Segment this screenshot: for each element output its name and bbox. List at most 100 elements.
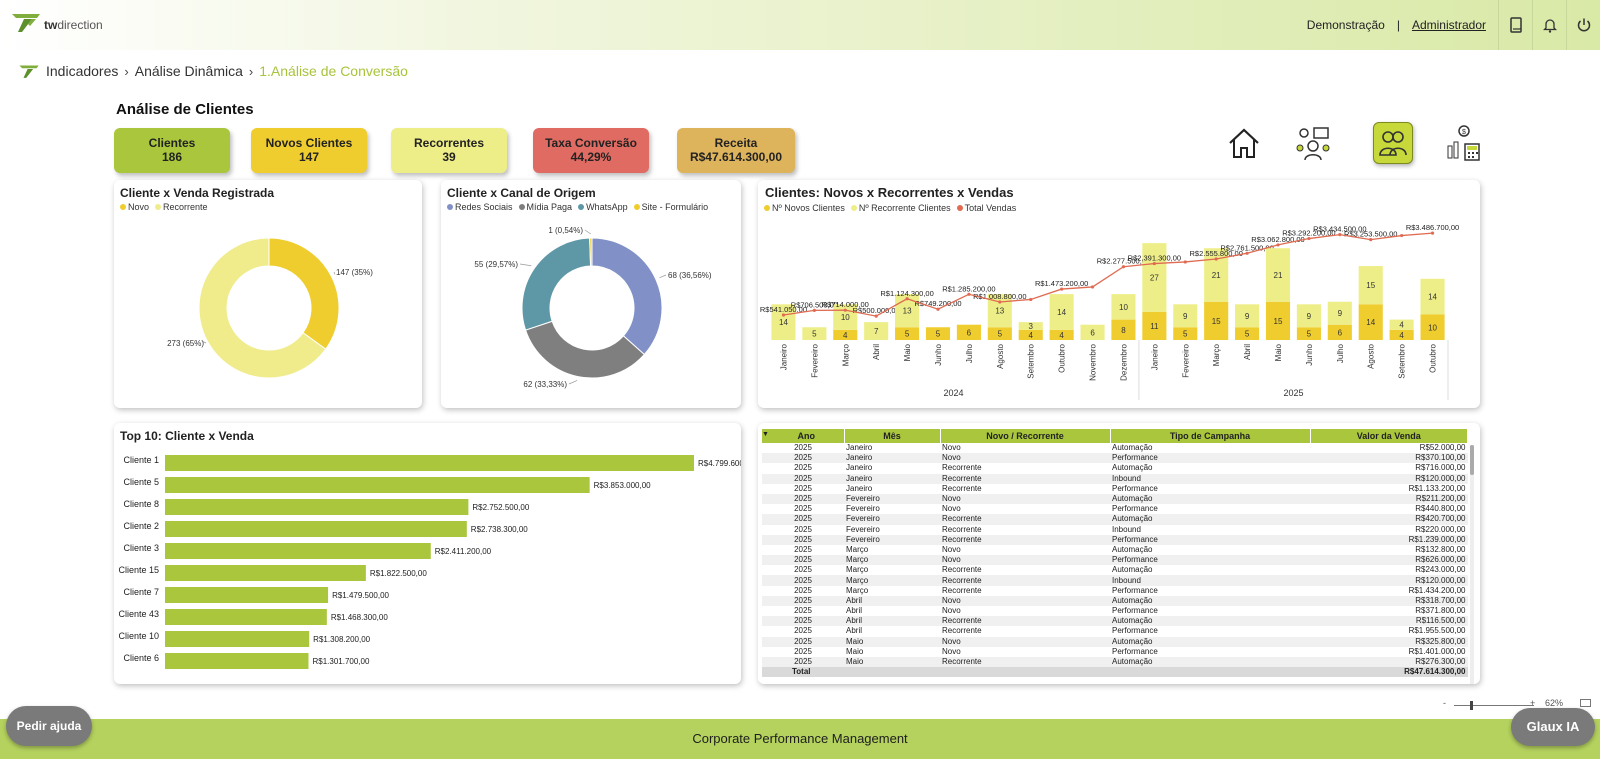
bar-novos[interactable]: [1358, 304, 1383, 340]
bar-novos[interactable]: [1111, 319, 1136, 340]
table-header-ano[interactable]: ▼ Ano: [762, 429, 845, 443]
sales-point[interactable]: [1214, 257, 1218, 261]
bar[interactable]: [165, 499, 469, 515]
bar-novos[interactable]: [987, 327, 1012, 340]
bar-recorrentes[interactable]: [1235, 304, 1260, 328]
bar[interactable]: [165, 587, 329, 603]
table-row[interactable]: 2025 Fevereiro Novo Performance R$440.800,00: [762, 504, 1468, 514]
zoom-in-button[interactable]: +: [1530, 698, 1536, 708]
table-row[interactable]: 2025 Maio Recorrente Automação R$276.300,00: [762, 656, 1468, 668]
glaux-ia-button[interactable]: Glaux IA: [1511, 708, 1595, 746]
kpi-clientes[interactable]: Clientes 186: [114, 128, 230, 173]
bar-recorrentes[interactable]: [1018, 322, 1043, 330]
table-row[interactable]: 2025 Fevereiro Recorrente Performance R$1.23…: [762, 534, 1468, 545]
sales-point[interactable]: [1338, 232, 1342, 237]
table-row[interactable]: 2025 Abril Recorrente Performance R$1.955.50…: [762, 626, 1468, 636]
people-network-icon[interactable]: [1293, 122, 1333, 164]
sales-point[interactable]: [1060, 287, 1064, 291]
sales-point[interactable]: [1276, 243, 1280, 247]
bar-novos[interactable]: [1327, 324, 1352, 340]
power-icon[interactable]: [1566, 0, 1600, 50]
table-header-tipo-campanha[interactable]: Tipo de Campanha: [1110, 429, 1311, 443]
sales-point[interactable]: [1090, 285, 1095, 289]
table-row[interactable]: 2025 Janeiro Novo Performance R$370.100,00: [762, 453, 1468, 464]
bar-novos[interactable]: [1173, 327, 1198, 340]
bell-icon[interactable]: [1532, 0, 1566, 50]
clients-icon[interactable]: [1373, 122, 1413, 164]
bar-recorrentes[interactable]: [1265, 248, 1291, 302]
donut-slice[interactable]: [198, 237, 327, 379]
table-row[interactable]: 2025 Fevereiro Recorrente Automação R$420.70…: [762, 514, 1468, 525]
breadcrumb-item-indicadores[interactable]: Indicadores: [46, 63, 119, 79]
table-row[interactable]: 2025 Março Recorrente Inbound R$120.000,00: [762, 575, 1468, 586]
bar[interactable]: [165, 543, 431, 559]
bar[interactable]: [165, 653, 309, 669]
bar-recorrentes[interactable]: [1420, 278, 1445, 315]
table-row[interactable]: 2025 Maio Novo Automação R$325.800,00: [762, 636, 1468, 647]
bar-recorrentes[interactable]: [1111, 294, 1136, 320]
bar-recorrentes[interactable]: [1142, 243, 1167, 312]
fit-page-icon[interactable]: [1580, 699, 1591, 707]
bar-recorrentes[interactable]: [1358, 266, 1383, 305]
bar-novos[interactable]: [956, 324, 981, 340]
sales-point[interactable]: [1029, 297, 1033, 302]
table-row[interactable]: 2025 Maio Novo Performance R$1.401.000,00: [762, 647, 1468, 657]
bar-novos[interactable]: [1142, 311, 1167, 340]
sales-point[interactable]: [998, 300, 1002, 304]
bar-recorrentes[interactable]: [1080, 324, 1105, 340]
breadcrumb-item-analise-dinamica[interactable]: Análise Dinâmica: [134, 63, 243, 79]
table-row[interactable]: 2025 Abril Recorrente Automação R$116.500,00: [762, 616, 1468, 627]
donut-slice[interactable]: [589, 237, 593, 267]
bar-novos[interactable]: [1265, 301, 1291, 340]
bar-novos[interactable]: [1018, 329, 1043, 340]
donut-slice[interactable]: [521, 237, 592, 331]
bar-novos[interactable]: [1296, 327, 1321, 340]
table-header-valor[interactable]: Valor da Venda: [1310, 429, 1468, 443]
bar[interactable]: [165, 631, 310, 647]
sales-point[interactable]: [1430, 231, 1435, 235]
bar-recorrentes[interactable]: [864, 322, 889, 340]
bar-recorrentes[interactable]: [802, 327, 827, 340]
sales-point[interactable]: [967, 292, 971, 296]
table-row[interactable]: 2025 Fevereiro Recorrente Inbound R$220.000,…: [762, 525, 1468, 535]
table-scrollbar[interactable]: [1470, 445, 1474, 684]
table-header-novo-recorrente[interactable]: Novo / Recorrente: [940, 429, 1111, 443]
kpi-novos-clientes[interactable]: Novos Clientes 147: [251, 128, 367, 173]
sales-point[interactable]: [843, 308, 847, 312]
book-icon[interactable]: [1498, 0, 1532, 50]
zoom-out-button[interactable]: -: [1443, 698, 1446, 708]
sales-point[interactable]: [1400, 233, 1404, 238]
bar-recorrentes[interactable]: [1296, 304, 1321, 328]
kpi-taxa-conversao[interactable]: Taxa Conversão 44,29%: [533, 128, 649, 173]
sales-point[interactable]: [1121, 265, 1126, 269]
bar-novos[interactable]: [895, 327, 920, 340]
sales-point[interactable]: [812, 308, 816, 312]
bar-novos[interactable]: [833, 329, 858, 340]
bar-novos[interactable]: [1235, 327, 1260, 340]
bar-recorrentes[interactable]: [771, 304, 796, 340]
bar[interactable]: [165, 521, 467, 537]
sales-point[interactable]: [1245, 251, 1249, 255]
bar[interactable]: [165, 565, 366, 581]
sales-point[interactable]: [936, 307, 940, 311]
sales-point[interactable]: [1152, 261, 1156, 266]
sort-icon[interactable]: ▼: [762, 431, 769, 438]
kpi-recorrentes[interactable]: Recorrentes 39: [391, 128, 507, 173]
finance-icon[interactable]: $: [1444, 122, 1484, 164]
bar-novos[interactable]: [925, 327, 951, 340]
table-row[interactable]: 2025 Março Novo Automação R$132.800,00: [762, 545, 1468, 555]
kpi-receita[interactable]: Receita R$47.614.300,00: [677, 128, 795, 173]
bar-recorrentes[interactable]: [1389, 319, 1414, 330]
sales-point[interactable]: [874, 314, 878, 318]
table-row[interactable]: 2025 Abril Novo Performance R$371.800,00: [762, 606, 1468, 616]
bar[interactable]: [165, 609, 327, 625]
sales-point[interactable]: [1369, 238, 1373, 242]
bar[interactable]: [165, 455, 694, 471]
zoom-slider-thumb[interactable]: [1470, 701, 1473, 710]
bar-novos[interactable]: [1204, 301, 1229, 340]
table-row[interactable]: 2025 Março Novo Performance R$626.000,00: [762, 555, 1468, 566]
help-button[interactable]: Pedir ajuda: [6, 706, 92, 746]
bar-novos[interactable]: [1420, 314, 1445, 341]
donut-slice[interactable]: [524, 320, 646, 379]
table-row[interactable]: 2025 Janeiro Recorrente Inbound R$120.000,00: [762, 473, 1468, 484]
